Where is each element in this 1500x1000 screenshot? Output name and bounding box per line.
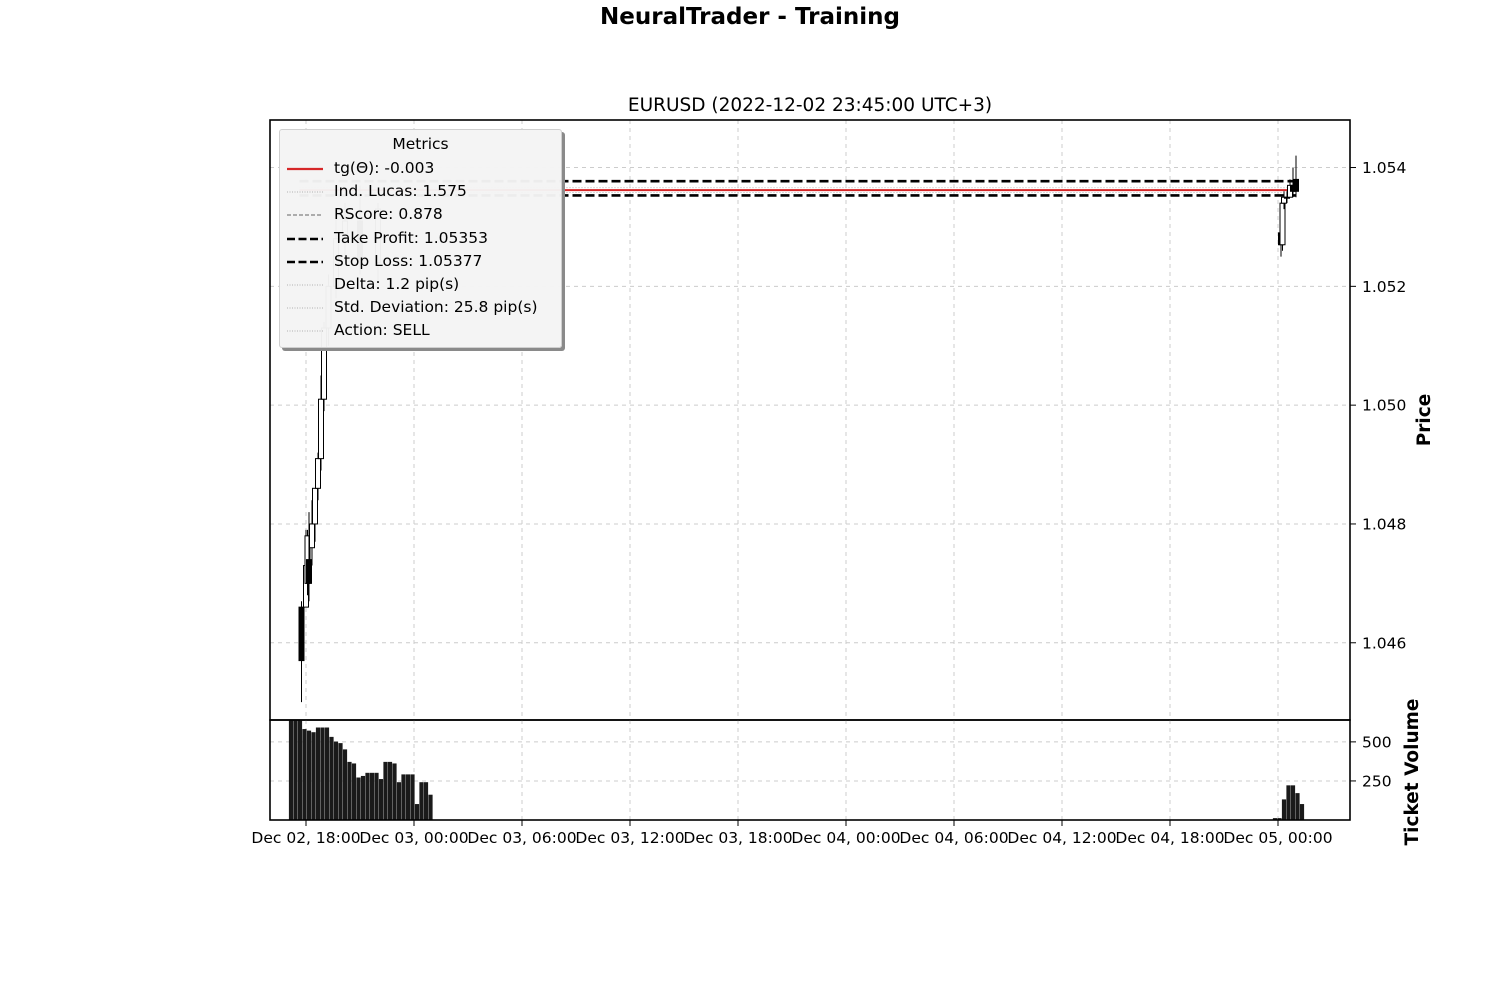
legend-entry: Stop Loss: 1.05377	[280, 250, 561, 273]
legend-entry: Delta: 1.2 pip(s)	[280, 273, 561, 296]
candle-body-down	[1293, 178, 1299, 192]
candle-body-up	[318, 398, 324, 460]
legend-line-swatch	[287, 260, 323, 264]
x-tick-label: Dec 04, 06:00	[899, 829, 1008, 847]
x-tick-label: Dec 03, 06:00	[467, 829, 576, 847]
volume-bar	[374, 772, 379, 821]
legend-label: Action: SELL	[334, 321, 430, 340]
price-y-label: Price	[1414, 394, 1435, 447]
volume-bar	[315, 727, 321, 821]
legend-label: Take Profit: 1.05353	[334, 228, 488, 247]
legend-entry: Take Profit: 1.05353	[280, 227, 561, 250]
volume-y-tick-label: 500	[1362, 733, 1392, 751]
legend-line-swatch	[287, 330, 323, 332]
legend-label: RScore: 0.878	[334, 205, 443, 224]
volume-bar	[320, 727, 325, 821]
legend-entry: RScore: 0.878	[280, 203, 561, 226]
candle-body-up	[309, 523, 315, 549]
volume-bars	[288, 719, 1305, 821]
volume-bar	[329, 736, 334, 821]
candle-body-up	[312, 487, 318, 525]
legend-entry: tg(Θ): -0.003	[280, 157, 561, 180]
price-y-tick-label: 1.050	[1362, 397, 1406, 415]
legend-line-swatch	[287, 284, 323, 286]
legend-entry: Ind. Lucas: 1.575	[280, 180, 561, 203]
volume-bar	[288, 719, 294, 821]
volume-bar	[1299, 804, 1305, 821]
legend-line-swatch	[287, 237, 323, 240]
figure-title: NeuralTrader - Training	[600, 4, 900, 30]
x-tick-label: Dec 02, 18:00	[251, 829, 360, 847]
volume-y-label: Ticket Volume	[1402, 699, 1423, 846]
legend-entry: Action: SELL	[280, 319, 561, 342]
volume-bar	[405, 774, 411, 821]
legend-line-swatch	[287, 191, 323, 193]
x-tick-label: Dec 04, 18:00	[1115, 829, 1224, 847]
candle-body-up	[1279, 202, 1286, 246]
volume-plot-frame	[269, 719, 1351, 821]
x-tick-label: Dec 03, 00:00	[359, 829, 468, 847]
x-tick-label: Dec 04, 00:00	[791, 829, 900, 847]
volume-bar	[1295, 793, 1300, 821]
volume-bar	[351, 763, 357, 821]
metrics-legend: Metrics tg(Θ): -0.003 Ind. Lucas: 1.575 RS…	[279, 129, 562, 348]
volume-bar	[342, 749, 348, 821]
candle-body-down	[298, 606, 305, 662]
volume-bar	[360, 775, 366, 821]
volume-bar	[1286, 785, 1291, 821]
volume-bar	[302, 729, 307, 821]
legend-label: Delta: 1.2 pip(s)	[334, 274, 460, 293]
volume-bar	[423, 782, 429, 821]
volume-bar	[311, 732, 316, 821]
volume-bar	[333, 741, 339, 821]
volume-bar	[297, 719, 303, 821]
volume-y-ticks: 250 500	[1350, 733, 1392, 790]
volume-bar	[401, 774, 406, 821]
volume-bar	[428, 794, 433, 821]
x-tick-label: Dec 05, 00:00	[1223, 829, 1332, 847]
x-tick-label: Dec 03, 18:00	[683, 829, 792, 847]
legend-line-swatch	[287, 307, 323, 309]
x-tick-label: Dec 03, 12:00	[575, 829, 684, 847]
volume-bar	[306, 730, 312, 821]
volume-bar	[410, 774, 415, 821]
x-tick-label: Dec 04, 12:00	[1007, 829, 1116, 847]
volume-bar	[396, 782, 402, 821]
volume-bar	[338, 743, 343, 821]
price-y-tick-label: 1.052	[1362, 278, 1406, 296]
volume-bar	[387, 761, 393, 821]
legend-label: Ind. Lucas: 1.575	[334, 182, 467, 201]
volume-bar	[419, 782, 424, 821]
volume-bar	[356, 777, 361, 821]
price-y-tick-label: 1.048	[1362, 515, 1406, 533]
legend-label: Stop Loss: 1.05377	[334, 251, 483, 270]
volume-bar	[383, 761, 388, 821]
price-chart-title: EURUSD (2022-12-02 23:45:00 UTC+3)	[628, 95, 992, 116]
volume-bar	[378, 779, 384, 821]
legend-title: Metrics	[392, 135, 449, 153]
legend-label: Std. Deviation: 25.8 pip(s)	[334, 298, 538, 317]
volume-bar	[293, 719, 298, 821]
legend-line-swatch	[287, 167, 323, 171]
volume-bar	[1281, 799, 1287, 821]
price-y-ticks: 1.046 1.048 1.050 1.052 1.054	[1350, 159, 1406, 652]
price-y-tick-label: 1.054	[1362, 159, 1406, 177]
volume-bar	[414, 804, 420, 821]
volume-bar	[369, 772, 375, 821]
legend-entries: tg(Θ): -0.003 Ind. Lucas: 1.575 RScore: 0.…	[280, 157, 561, 343]
volume-bar	[347, 761, 352, 821]
volume-y-tick-label: 250	[1362, 772, 1392, 790]
legend-entry: Std. Deviation: 25.8 pip(s)	[280, 296, 561, 319]
legend-line-swatch	[287, 214, 323, 216]
volume-bar	[1290, 785, 1296, 821]
legend-label: tg(Θ): -0.003	[334, 159, 435, 177]
volume-bar	[324, 727, 330, 821]
price-y-tick-label: 1.046	[1362, 634, 1406, 652]
volume-bar	[365, 772, 370, 821]
volume-bar	[392, 763, 397, 821]
candle-body-up	[315, 458, 321, 489]
candle-body-down	[306, 559, 312, 584]
